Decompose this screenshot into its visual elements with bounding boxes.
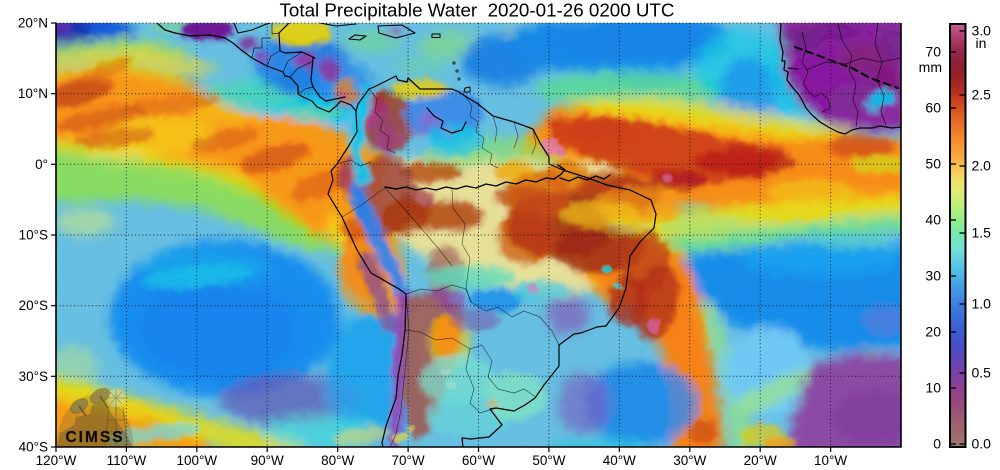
- svg-text:120°W: 120°W: [36, 453, 77, 468]
- svg-text:80°W: 80°W: [321, 453, 354, 468]
- svg-text:110°W: 110°W: [107, 453, 147, 468]
- svg-text:10°N: 10°N: [18, 86, 48, 101]
- svg-text:40°S: 40°S: [19, 440, 48, 455]
- svg-text:CIMSS: CIMSS: [65, 429, 124, 446]
- svg-text:20: 20: [925, 324, 941, 340]
- svg-text:60: 60: [925, 100, 941, 116]
- svg-text:10°W: 10°W: [814, 453, 847, 468]
- svg-text:40: 40: [925, 212, 941, 228]
- svg-text:0°: 0°: [35, 157, 48, 172]
- svg-text:30: 30: [925, 268, 941, 284]
- svg-text:0.0: 0.0: [972, 436, 992, 452]
- svg-text:20°N: 20°N: [18, 16, 48, 31]
- svg-text:70: 70: [925, 44, 941, 60]
- svg-text:1.0: 1.0: [972, 296, 992, 312]
- svg-text:1.5: 1.5: [972, 225, 992, 241]
- svg-text:30°S: 30°S: [19, 369, 48, 384]
- svg-text:10: 10: [925, 380, 941, 396]
- svg-text:60°W: 60°W: [462, 453, 495, 468]
- svg-text:mm: mm: [919, 59, 942, 75]
- svg-text:3.0: 3.0: [972, 23, 992, 39]
- svg-text:40°W: 40°W: [603, 453, 636, 468]
- svg-text:2.0: 2.0: [972, 158, 992, 174]
- svg-text:0: 0: [933, 436, 941, 452]
- svg-text:100°W: 100°W: [176, 453, 217, 468]
- svg-text:70°W: 70°W: [392, 453, 425, 468]
- svg-text:10°S: 10°S: [19, 228, 48, 243]
- svg-text:30°W: 30°W: [673, 453, 706, 468]
- svg-text:50°W: 50°W: [532, 453, 565, 468]
- svg-text:2.5: 2.5: [972, 87, 992, 103]
- svg-text:Total Precipitable Water 2020: Total Precipitable Water 2020-01-26 0200…: [280, 0, 675, 21]
- svg-text:0.5: 0.5: [972, 365, 992, 381]
- svg-text:20°S: 20°S: [19, 298, 48, 313]
- svg-text:20°W: 20°W: [744, 453, 777, 468]
- svg-text:90°W: 90°W: [251, 453, 284, 468]
- svg-text:in: in: [976, 35, 987, 51]
- svg-text:50: 50: [925, 156, 941, 172]
